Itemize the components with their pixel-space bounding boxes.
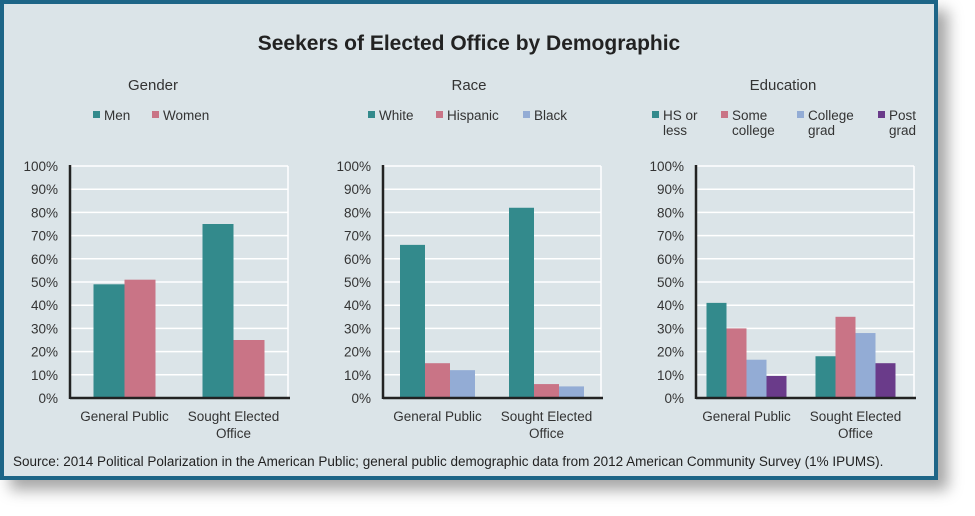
- bar-post-grad-0: [766, 375, 787, 398]
- y-tick-label: 90%: [657, 182, 684, 197]
- legend-swatch-1: [152, 111, 159, 118]
- y-tick-label: 90%: [31, 182, 58, 197]
- y-tick-label: 80%: [657, 205, 684, 220]
- y-tick-label: 80%: [31, 205, 58, 220]
- bar-post-grad-1: [875, 363, 896, 398]
- legend-swatch-2: [797, 111, 804, 118]
- legend-label-1: Women: [163, 108, 209, 123]
- y-tick-label: 100%: [649, 159, 684, 174]
- panel-title-gender: Gender: [128, 77, 178, 94]
- legend-label-0: HS or less: [663, 108, 698, 138]
- bar-some-college-1: [835, 316, 856, 398]
- y-tick-label: 40%: [344, 298, 371, 313]
- y-tick-label: 80%: [344, 205, 371, 220]
- x-tick-label: General Public: [702, 409, 791, 424]
- legend-swatch-0: [368, 111, 375, 118]
- bar-black-0: [450, 370, 475, 398]
- legend-swatch-3: [878, 111, 885, 118]
- bar-black-1: [559, 386, 584, 398]
- legend-swatch-0: [652, 111, 659, 118]
- bar-hs-or-less-0: [706, 302, 727, 398]
- legend-swatch-2: [523, 111, 530, 118]
- y-tick-label: 60%: [31, 252, 58, 267]
- x-tick-label: Sought Elected Office: [501, 409, 593, 441]
- y-tick-label: 30%: [657, 321, 684, 336]
- legend-label-0: Men: [104, 108, 130, 123]
- legend-label-1: Hispanic: [447, 108, 499, 123]
- y-tick-label: 30%: [344, 321, 371, 336]
- source-note: Source: 2014 Political Polarization in t…: [13, 454, 884, 469]
- x-tick-label: General Public: [80, 409, 169, 424]
- bar-some-college-0: [726, 328, 747, 398]
- legend-label-0: White: [379, 108, 414, 123]
- y-tick-label: 0%: [664, 391, 684, 406]
- y-tick-label: 0%: [38, 391, 58, 406]
- legend-label-3: Post grad: [889, 108, 916, 138]
- panel-title-race: Race: [451, 77, 486, 94]
- y-tick-label: 40%: [657, 298, 684, 313]
- y-tick-label: 10%: [344, 368, 371, 383]
- legend-swatch-1: [721, 111, 728, 118]
- bar-men-1: [202, 224, 234, 398]
- y-tick-label: 10%: [657, 368, 684, 383]
- x-tick-label: Sought Elected Office: [188, 409, 280, 441]
- x-tick-label: Sought Elected Office: [810, 409, 902, 441]
- bar-hispanic-0: [425, 363, 450, 398]
- y-tick-label: 70%: [31, 229, 58, 244]
- legend-label-2: College grad: [808, 108, 854, 138]
- y-tick-label: 0%: [351, 391, 371, 406]
- y-tick-label: 50%: [31, 275, 58, 290]
- y-tick-label: 90%: [344, 182, 371, 197]
- y-tick-label: 30%: [31, 321, 58, 336]
- bar-college-grad-1: [855, 333, 876, 398]
- y-tick-label: 10%: [31, 368, 58, 383]
- figure-frame: [0, 0, 938, 480]
- bar-white-1: [509, 207, 534, 398]
- y-tick-label: 40%: [31, 298, 58, 313]
- bar-college-grad-0: [746, 359, 767, 398]
- y-tick-label: 100%: [336, 159, 371, 174]
- y-tick-label: 70%: [657, 229, 684, 244]
- legend-label-1: Some college: [732, 108, 775, 138]
- bar-white-0: [400, 244, 425, 398]
- bar-men-0: [93, 284, 125, 398]
- bar-women-1: [233, 340, 265, 398]
- y-tick-label: 20%: [657, 345, 684, 360]
- legend-swatch-1: [436, 111, 443, 118]
- y-tick-label: 20%: [31, 345, 58, 360]
- y-tick-label: 50%: [657, 275, 684, 290]
- x-tick-label: General Public: [393, 409, 482, 424]
- y-tick-label: 50%: [344, 275, 371, 290]
- y-tick-label: 70%: [344, 229, 371, 244]
- bar-women-0: [124, 279, 156, 398]
- legend-label-2: Black: [534, 108, 567, 123]
- bar-hs-or-less-1: [815, 356, 836, 398]
- y-tick-label: 100%: [23, 159, 58, 174]
- figure-title: Seekers of Elected Office by Demographic: [257, 32, 681, 55]
- y-tick-label: 60%: [657, 252, 684, 267]
- y-tick-label: 20%: [344, 345, 371, 360]
- panel-title-education: Education: [750, 77, 817, 94]
- bar-hispanic-1: [534, 384, 559, 398]
- legend-swatch-0: [93, 111, 100, 118]
- y-tick-label: 60%: [344, 252, 371, 267]
